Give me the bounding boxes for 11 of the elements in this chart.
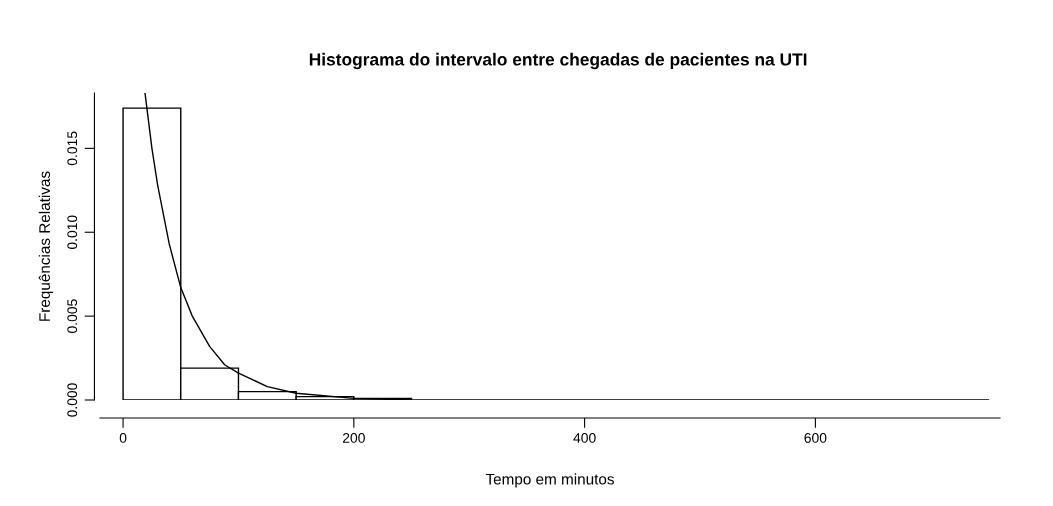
x-tick-label: 0 xyxy=(119,433,127,443)
x-tick-label: 200 xyxy=(342,433,365,443)
y-axis-title: Frequências Relativas xyxy=(38,171,54,321)
y-tick-label: 0.000 xyxy=(67,383,78,417)
x-axis-title: Tempo em minutos xyxy=(485,473,614,488)
x-tick-label: 400 xyxy=(573,433,596,443)
y-tick-label: 0.005 xyxy=(67,299,78,333)
y-tick-label: 0.015 xyxy=(67,131,78,166)
y-tick-label: 0.010 xyxy=(67,215,78,250)
chart-title: Histograma do intervalo entre chegadas de pacientes na UTI xyxy=(309,52,807,70)
x-tick-label: 600 xyxy=(804,433,827,443)
